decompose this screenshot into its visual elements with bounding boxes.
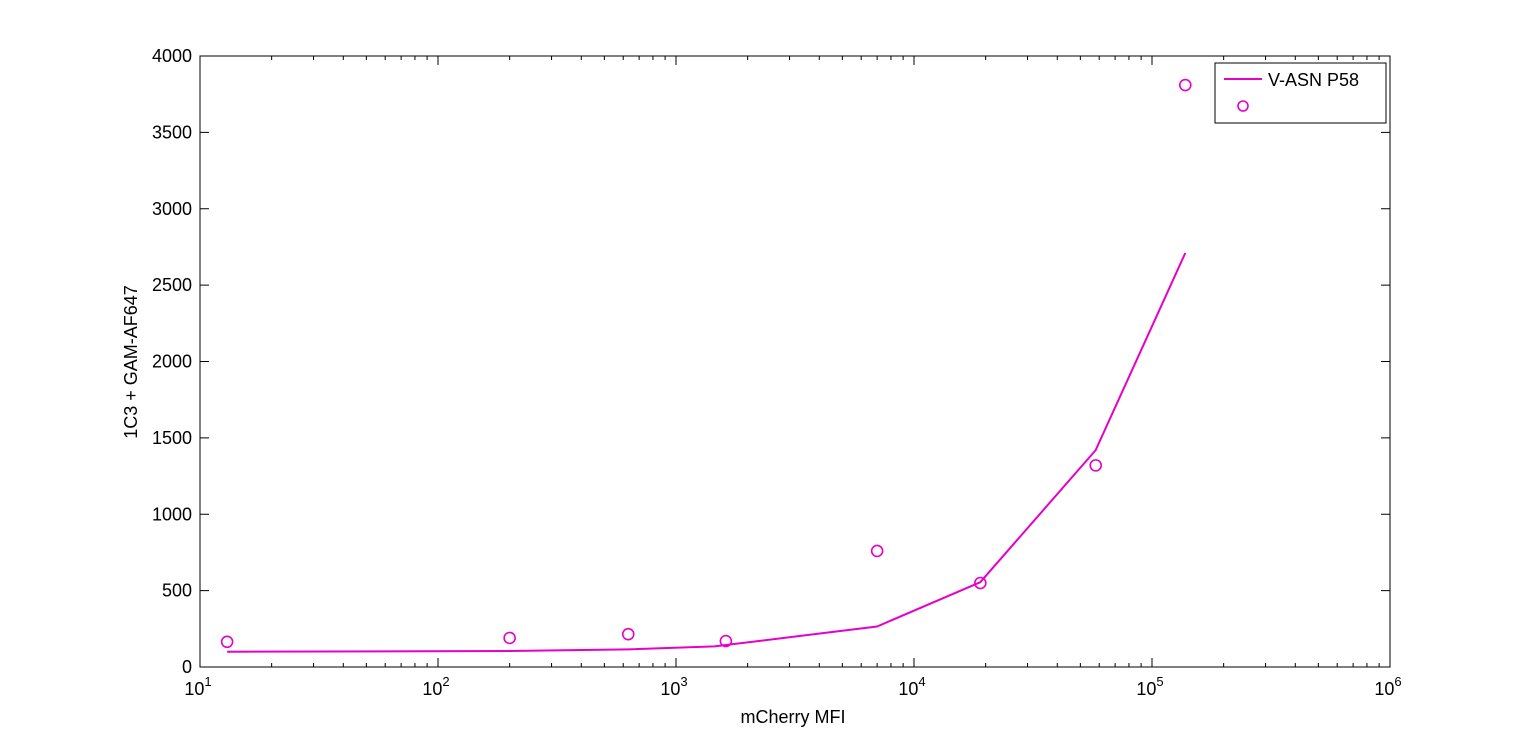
- data-point-marker: [974, 576, 987, 590]
- y-tick-label: 3000: [152, 199, 192, 219]
- data-point-marker: [719, 634, 733, 648]
- legend-label-series-1: V-ASN P58: [1268, 70, 1359, 90]
- data-point-marker: [1089, 459, 1102, 472]
- x-axis-label: mCherry MFI: [741, 707, 846, 727]
- x-tick-label: 104: [898, 674, 925, 699]
- x-tick-label: 105: [1136, 674, 1163, 699]
- y-tick-label: 0: [182, 657, 192, 677]
- y-axis: 0 500 1000 1500 2000 2500 3000 3500 4000: [152, 46, 1390, 677]
- y-tick-label: 2000: [152, 352, 192, 372]
- series-layer: [220, 78, 1192, 653]
- plot-frame: [199, 55, 1391, 668]
- data-point-marker: [870, 544, 884, 558]
- legend-marker-swatch: [1237, 100, 1249, 112]
- series-line: [227, 252, 1187, 653]
- x-tick-label: 102: [422, 674, 449, 699]
- data-point-marker: [621, 627, 635, 641]
- data-point-marker: [220, 635, 234, 649]
- y-tick-label: 1500: [152, 428, 192, 448]
- x-tick-label: 106: [1374, 674, 1401, 699]
- data-point-marker: [1178, 78, 1192, 92]
- x-tick-label: 103: [660, 674, 687, 699]
- y-tick-label: 500: [162, 581, 192, 601]
- data-point-marker: [503, 631, 516, 645]
- legend: V-ASN P58: [1214, 62, 1387, 124]
- x-axis: 101 102 103 104 105 106: [184, 56, 1402, 699]
- y-tick-label: 2500: [152, 275, 192, 295]
- legend-box: [1214, 62, 1387, 124]
- y-tick-label: 3500: [152, 122, 192, 142]
- y-tick-label: 1000: [152, 504, 192, 524]
- y-tick-label: 4000: [152, 46, 192, 66]
- axes-box: [199, 55, 1391, 668]
- y-axis-label: 1C3 + GAM-AF647: [121, 285, 141, 439]
- x-tick-label: 101: [184, 674, 211, 699]
